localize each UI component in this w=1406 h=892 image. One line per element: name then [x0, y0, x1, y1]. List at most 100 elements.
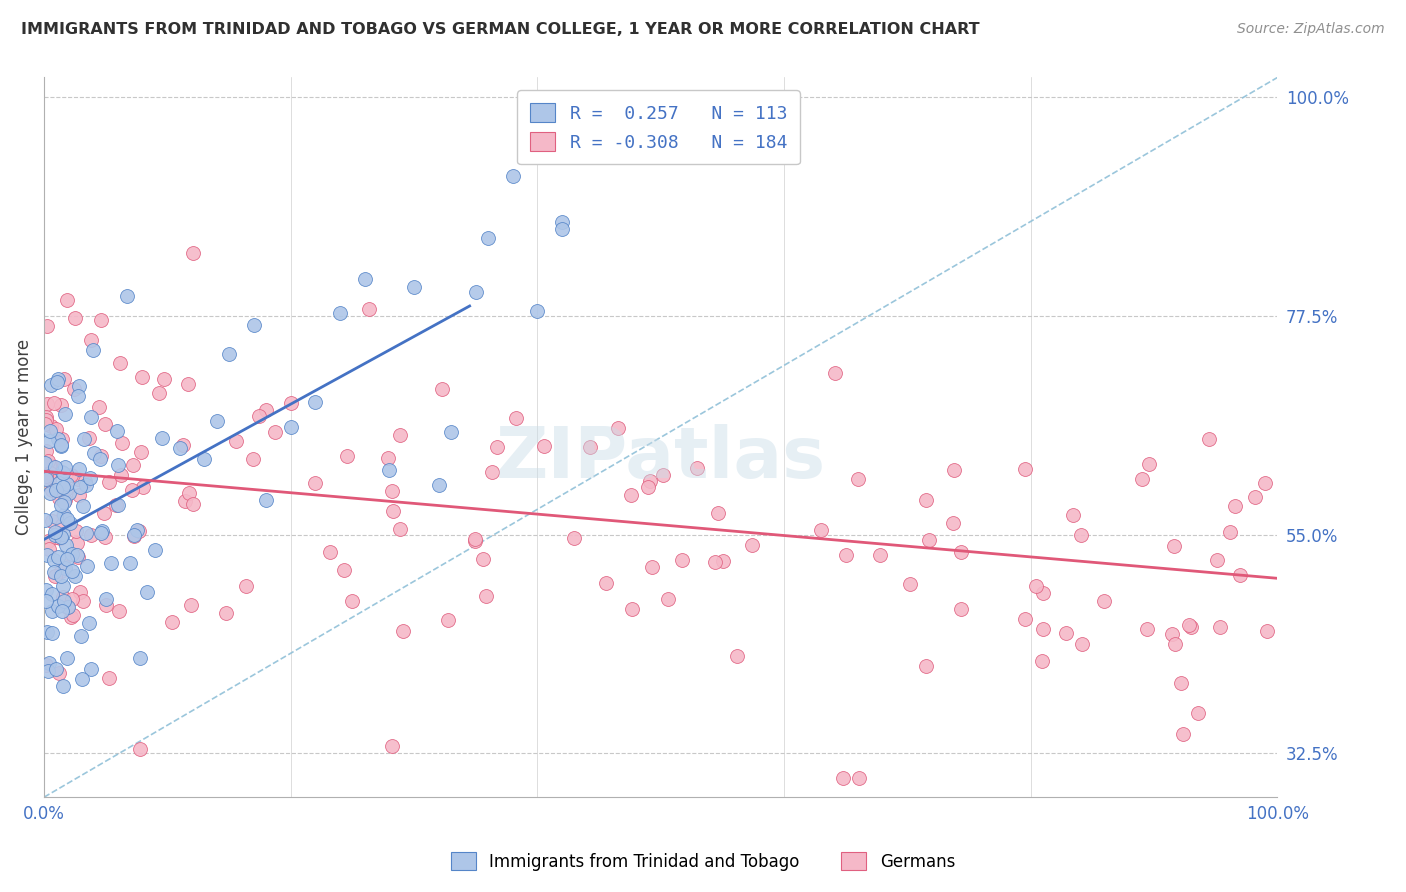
Point — [44, 524, 66, 539]
Point — [48, 666, 70, 681]
Point — [120, 556, 142, 570]
Point — [1180, 620, 1202, 634]
Point — [35, 593, 58, 607]
Point — [1031, 654, 1053, 668]
Point — [136, 584, 159, 599]
Point — [53, 495, 76, 509]
Point — [53, 561, 76, 575]
Point — [77, 431, 100, 445]
Point — [51, 489, 73, 503]
Point — [832, 771, 855, 785]
Point — [242, 451, 264, 466]
Point — [79, 409, 101, 424]
Point — [464, 532, 486, 546]
Point — [1219, 525, 1241, 540]
Point — [35, 409, 58, 424]
Point — [39, 458, 62, 473]
Point — [169, 441, 191, 455]
Point — [160, 615, 183, 630]
Point — [75, 478, 97, 492]
Point — [391, 624, 413, 638]
Point — [83, 446, 105, 460]
Point — [129, 742, 152, 756]
Point — [1032, 622, 1054, 636]
Point — [82, 343, 104, 357]
Point — [505, 411, 527, 425]
Point — [46, 372, 69, 386]
Point — [247, 409, 270, 423]
Point — [56, 600, 79, 615]
Point — [56, 477, 79, 491]
Point — [38, 424, 60, 438]
Point — [53, 559, 76, 574]
Point — [90, 525, 112, 540]
Point — [55, 538, 77, 552]
Point — [63, 311, 86, 326]
Point — [90, 313, 112, 327]
Point — [105, 424, 128, 438]
Point — [464, 534, 486, 549]
Point — [66, 536, 89, 550]
Point — [131, 370, 153, 384]
Point — [46, 376, 69, 390]
Point — [63, 569, 86, 583]
Point — [741, 538, 763, 552]
Point — [437, 613, 460, 627]
Point — [180, 598, 202, 612]
Point — [1171, 727, 1194, 741]
Point — [69, 629, 91, 643]
Point — [477, 230, 499, 244]
Point — [39, 378, 62, 392]
Point — [704, 555, 727, 569]
Point — [333, 563, 356, 577]
Text: IMMIGRANTS FROM TRINIDAD AND TOBAGO VS GERMAN COLLEGE, 1 YEAR OR MORE CORRELATIO: IMMIGRANTS FROM TRINIDAD AND TOBAGO VS G… — [21, 22, 980, 37]
Point — [35, 413, 58, 427]
Point — [243, 318, 266, 332]
Point — [52, 579, 75, 593]
Point — [56, 512, 79, 526]
Point — [107, 499, 129, 513]
Point — [60, 547, 83, 561]
Point — [177, 377, 200, 392]
Point — [35, 476, 58, 491]
Point — [1014, 612, 1036, 626]
Point — [1032, 586, 1054, 600]
Point — [107, 458, 129, 472]
Point — [80, 334, 103, 348]
Point — [60, 468, 83, 483]
Point — [34, 417, 56, 432]
Point — [181, 246, 204, 260]
Point — [427, 478, 450, 492]
Point — [638, 474, 661, 488]
Point — [533, 439, 555, 453]
Point — [51, 518, 73, 533]
Point — [1161, 626, 1184, 640]
Point — [915, 493, 938, 508]
Point — [1063, 508, 1085, 522]
Point — [1164, 637, 1187, 651]
Point — [79, 471, 101, 485]
Point — [55, 493, 77, 508]
Point — [75, 526, 97, 541]
Point — [93, 530, 115, 544]
Point — [45, 662, 67, 676]
Point — [128, 524, 150, 539]
Point — [38, 467, 60, 481]
Point — [949, 602, 972, 616]
Point — [707, 506, 730, 520]
Point — [121, 458, 143, 472]
Point — [45, 530, 67, 544]
Point — [810, 523, 832, 537]
Point — [60, 592, 83, 607]
Point — [52, 527, 75, 541]
Point — [124, 529, 146, 543]
Point — [66, 550, 89, 565]
Point — [388, 428, 411, 442]
Point — [193, 452, 215, 467]
Point — [94, 592, 117, 607]
Point — [215, 607, 238, 621]
Point — [72, 500, 94, 514]
Point — [475, 590, 498, 604]
Point — [378, 463, 401, 477]
Point — [51, 604, 73, 618]
